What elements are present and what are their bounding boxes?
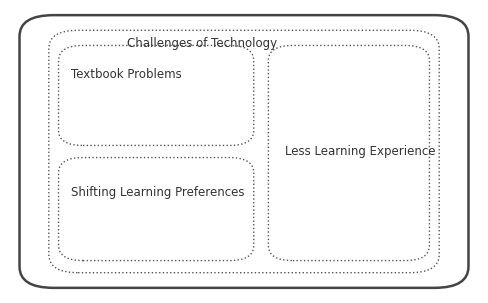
Text: Less Learning Experience: Less Learning Experience xyxy=(285,145,436,158)
Text: Shifting Learning Preferences: Shifting Learning Preferences xyxy=(71,186,244,199)
Text: Challenges of Technology: Challenges of Technology xyxy=(127,38,277,50)
Text: Textbook Problems: Textbook Problems xyxy=(71,68,182,81)
